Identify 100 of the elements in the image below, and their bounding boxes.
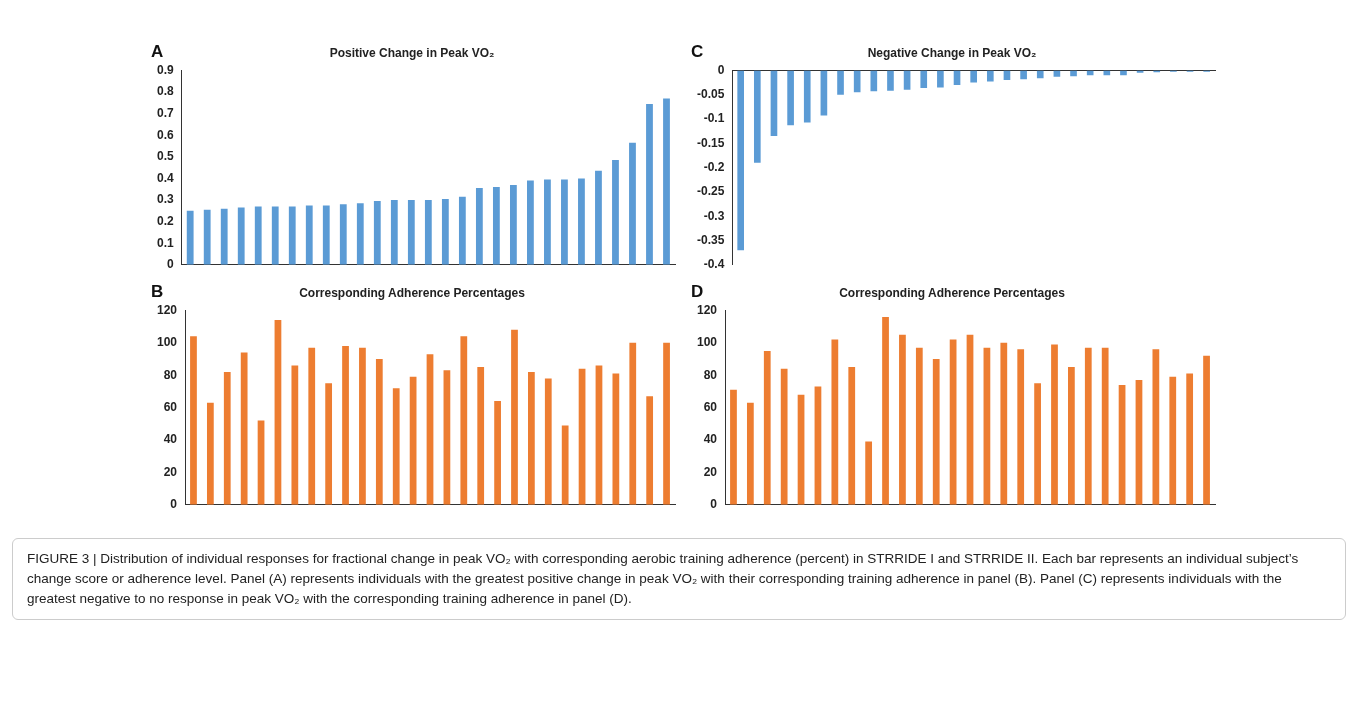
bar	[441, 198, 449, 265]
y-tick-label: 0.5	[156, 149, 174, 164]
bar	[746, 402, 754, 505]
bar	[932, 359, 940, 505]
bar	[206, 402, 214, 505]
bar	[527, 180, 534, 265]
bar	[240, 352, 248, 505]
y-tick-label: 0	[710, 497, 718, 512]
y-tick-label: 100	[696, 335, 718, 350]
bar	[1000, 342, 1008, 505]
y-tick-label: 0.9	[156, 62, 174, 77]
bar	[424, 200, 432, 265]
y-tick-label: -0.15	[696, 135, 725, 150]
bar	[325, 383, 333, 505]
bar	[288, 206, 296, 265]
y-tick-label: 0	[717, 62, 725, 77]
text: C	[691, 42, 704, 62]
bar	[373, 201, 381, 265]
caption: FIGURE 3 | Distribution of individual responses for fractional change in peak VO₂ with corresponding aerobic training adherence (percent) in STRRIDE I and STRRIDE II. Each bar represents an individual subject’s change score or adherence level. Panel (A) represents individuals with the greatest positive change in peak VO₂ with their corresponding training adherence in panel (B). Panel (C) represents individuals with the greatest negative to no response in peak VO₂ with the corresponding training adherence in panel (D).	[12, 538, 1346, 620]
y-tick-label: 0.7	[156, 105, 174, 120]
y-tick-label: 80	[703, 367, 718, 382]
bar	[915, 347, 923, 505]
bar	[342, 346, 349, 505]
bar	[831, 339, 839, 505]
y-tick-label: -0.05	[696, 87, 725, 102]
bar	[190, 336, 197, 505]
chart-title: Negative Change in Peak VO₂	[867, 45, 1037, 60]
bar	[629, 142, 636, 265]
y-tick-label: 60	[703, 399, 718, 414]
bar	[1051, 344, 1058, 505]
bar	[528, 371, 535, 505]
bar	[544, 179, 551, 265]
chart-title: Positive Change in Peak VO₂	[329, 45, 495, 60]
y-tick-label: -0.3	[703, 208, 725, 223]
bar	[203, 209, 211, 265]
y-tick-label: 0.8	[156, 84, 174, 99]
y-tick-label: 120	[696, 302, 718, 317]
bar	[629, 342, 637, 505]
y-tick-label: 20	[703, 464, 718, 479]
bar	[612, 373, 620, 505]
bar	[1186, 373, 1194, 505]
bar	[359, 347, 366, 505]
y-tick-label: 40	[703, 432, 718, 447]
bar	[899, 334, 906, 505]
bar	[492, 187, 500, 265]
text: D	[691, 282, 704, 302]
bar	[1034, 383, 1041, 505]
bar	[458, 196, 466, 265]
bar	[578, 178, 585, 265]
bar	[763, 350, 771, 505]
bar	[1169, 376, 1177, 505]
y-tick-label: -0.4	[703, 257, 725, 272]
bar	[595, 170, 602, 265]
bar	[848, 367, 856, 505]
bar	[561, 179, 568, 265]
bar	[254, 206, 262, 265]
y-tick-label: 80	[163, 367, 178, 382]
bar	[477, 367, 485, 505]
bar	[356, 203, 364, 265]
bar	[308, 347, 316, 505]
chart-title: Corresponding Adherence Percentages	[839, 285, 1066, 300]
bar	[223, 371, 231, 505]
bar	[730, 389, 737, 505]
bar	[612, 160, 619, 265]
bar	[663, 98, 670, 265]
bar	[1152, 349, 1160, 505]
bar	[1084, 347, 1092, 505]
bar	[646, 396, 654, 505]
text: A	[151, 42, 164, 62]
bar	[407, 200, 415, 265]
bar	[646, 103, 653, 265]
y-tick-label: 120	[156, 302, 178, 317]
y-tick-label: 20	[163, 464, 178, 479]
y-tick-label: -0.2	[703, 159, 725, 174]
y-tick-label: 40	[163, 432, 178, 447]
bar	[322, 205, 330, 265]
bar	[1203, 355, 1210, 505]
y-tick-label: 0.1	[156, 235, 174, 250]
y-tick-label: -0.1	[703, 111, 725, 126]
bar	[291, 365, 299, 505]
bar	[475, 188, 483, 265]
bar	[882, 316, 889, 505]
y-tick-label: -0.25	[696, 184, 725, 199]
text: B	[151, 282, 164, 302]
y-tick-label: 0.4	[156, 170, 174, 185]
bar	[390, 200, 398, 265]
bar	[561, 425, 569, 505]
bar	[375, 359, 383, 505]
bar	[494, 401, 501, 505]
bar	[1101, 347, 1109, 505]
bar	[186, 210, 194, 265]
bar	[237, 207, 245, 265]
bar	[1017, 349, 1025, 505]
chart-title: Corresponding Adherence Percentages	[299, 285, 526, 300]
bar	[305, 205, 313, 265]
bar	[220, 208, 228, 265]
y-tick-label: -0.35	[696, 232, 725, 247]
y-tick-label: 100	[156, 335, 178, 350]
bar	[460, 336, 468, 505]
y-tick-label: 0	[166, 257, 174, 272]
